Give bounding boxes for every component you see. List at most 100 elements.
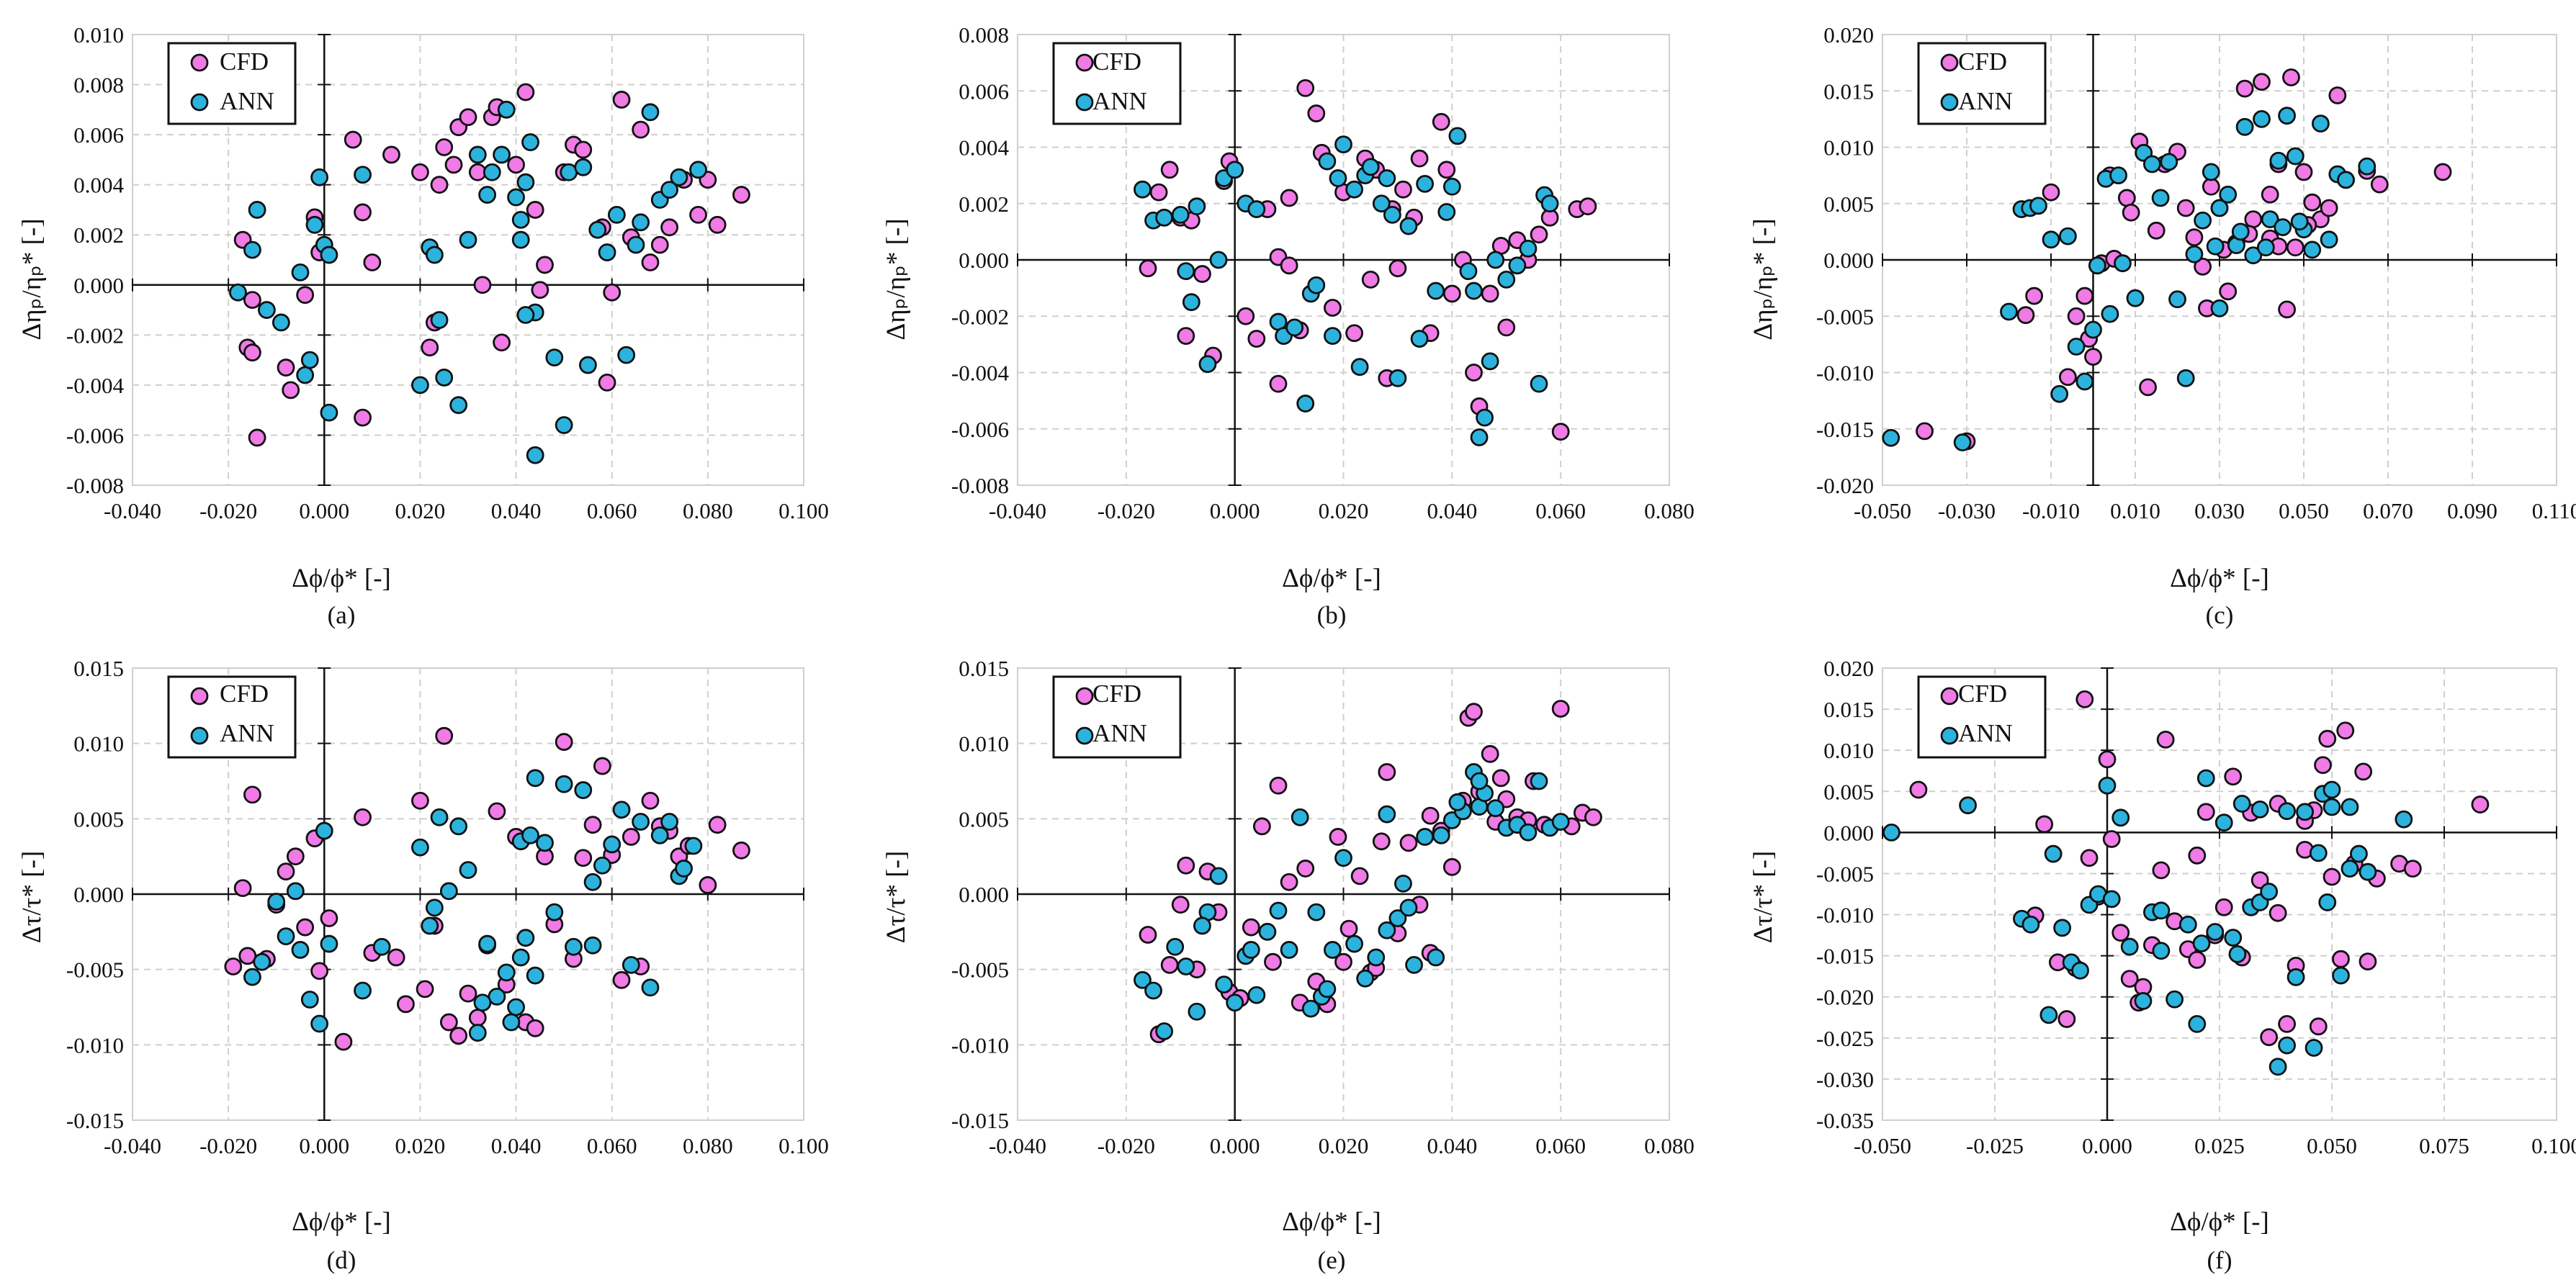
panel-b-cfd-point [1551, 423, 1570, 441]
panel-e-ann-point [1280, 941, 1298, 959]
panel-a-cfd-point [411, 163, 429, 181]
panel-a-legend-ann-marker [190, 93, 209, 112]
panel-a-x-tick-label: 0.040 [491, 498, 542, 523]
panel-d-x-tick-label: -0.040 [104, 1133, 161, 1158]
panel-a-ann-point [483, 163, 501, 181]
panel-d-cfd-point [593, 757, 611, 775]
panel-a-cfd-point [444, 156, 463, 174]
panel-c-ann-point [2067, 338, 2086, 356]
panel-b-cfd-point [1394, 180, 1412, 199]
panel-f-x-tick-label: 0.050 [2307, 1133, 2357, 1158]
panel-f-ann-point [2268, 1058, 2287, 1076]
panel-b-cfd-point [1296, 78, 1315, 97]
panel-d-legend-cfd-label: CFD [220, 680, 269, 708]
panel-c-ann-point [2269, 151, 2288, 170]
panel-b-x-tick-label: -0.040 [989, 498, 1046, 523]
panel-a-ann-point [449, 396, 468, 415]
panel-b-cfd-point [1437, 161, 1456, 179]
panel-c-plot: -0.050 -0.030 -0.010 0.010 0.030 0.050 0.070 0.… [1816, 22, 2576, 523]
panel-b-ann-point [1171, 205, 1190, 224]
panel-d-y-tick-label: -0.010 [66, 1032, 124, 1058]
panel-a-cfd-point [248, 428, 266, 447]
panel-b-ann-point [1399, 217, 1418, 235]
panel-e-ann-point [1209, 867, 1228, 885]
panel-b-cfd-point [1345, 324, 1363, 343]
panel-b-ann-point [1345, 180, 1363, 199]
panel-a-ann-point [459, 230, 477, 249]
panel-c-cfd-point [2370, 175, 2389, 194]
panel-c-ann-point [2084, 320, 2102, 339]
panel-e-cfd-point [1334, 952, 1352, 971]
panel-a-cfd-point [641, 253, 660, 271]
panel-d-caption: (d) [327, 1246, 356, 1274]
panel-b-ann-point [1470, 428, 1489, 446]
panel-e-ann-point [1427, 948, 1445, 967]
panel-e-cfd-point [1171, 896, 1190, 914]
panel-f-legend-cfd-label: CFD [1958, 680, 2007, 708]
panel-f-ann-point [2206, 923, 2225, 941]
panel-f-cfd-point [2314, 756, 2332, 775]
panel-e-cfd-point [1399, 834, 1418, 852]
panel-e-cfd-point [1296, 860, 1315, 878]
panel-e-cfd-point [1160, 955, 1179, 974]
panel-d-ann-point [502, 1013, 521, 1032]
panel-d: -0.040 -0.020 0.000 0.020 0.040 0.060 0.080 0.1… [17, 656, 829, 1274]
panel-a-y-tick-label: 0.006 [73, 122, 124, 148]
panel-a-ann-point [435, 369, 454, 387]
panel-b-ann-point [1350, 358, 1369, 377]
panel-d-ann-point [291, 941, 310, 959]
panel-c-cfd-point [2058, 368, 2077, 387]
panel-e-legend-box [1052, 675, 1182, 759]
panel-a-ann-point [641, 103, 660, 122]
panel-f-ann-point [2323, 780, 2341, 799]
panel-c-cfd-point [2194, 257, 2212, 276]
panel-c-ann-point [2235, 117, 2254, 136]
panel-a-legend-ann-label: ANN [220, 87, 274, 115]
panel-f-ann-point [2166, 990, 2184, 1009]
panel-b-cfd-point [1139, 259, 1157, 278]
panel-b-ann-point [1334, 135, 1352, 153]
panel-f-ann-point [2224, 929, 2243, 947]
panel-b-cfd-point [1149, 183, 1168, 202]
panel-a-ann-point [660, 181, 678, 199]
panel-b-ylabel: Δηₚ/ηₚ* [-] [881, 218, 911, 340]
panel-f-cfd-point [2471, 796, 2490, 813]
panel-a-ann-point [627, 235, 645, 254]
panel-a-ylabel: Δηₚ/ηₚ* [-] [17, 218, 47, 340]
panel-b-cfd-point [1410, 149, 1429, 168]
panel-d-cfd-point [320, 909, 338, 927]
panel-f-cfd-point [2196, 803, 2215, 821]
panel-d-legend-box [167, 675, 297, 759]
panel-a-legend-cfd-label: CFD [220, 48, 269, 76]
panel-f-ann-point [2098, 776, 2117, 795]
panel-c-cfd-point [2117, 189, 2136, 207]
panel-f-ann-point [2286, 968, 2305, 986]
panel-b-ann-point [1388, 369, 1407, 387]
panel-b-ann-point [1416, 174, 1435, 193]
panel-f-y-tick-label: -0.010 [1816, 903, 1874, 928]
panel-e-ann-point [1367, 948, 1386, 967]
panel-f-legend-ann-label: ANN [1958, 719, 2013, 747]
panel-d-cfd-point [732, 841, 750, 860]
panel-b-ann-point [1486, 251, 1505, 269]
panel-e-ann-point [1242, 941, 1260, 959]
panel-a-ann-point [300, 351, 319, 369]
panel-d-ann-point [320, 934, 338, 953]
panel-e-ann-point [1166, 937, 1185, 956]
panel-c-ann-point [2000, 302, 2018, 321]
panel-a-ann-point [291, 263, 310, 281]
panel-a-ann-point [579, 356, 597, 374]
panel-f-ann-point [2178, 915, 2197, 934]
panel-b-ann-point [1198, 355, 1217, 374]
panel-b-cfd-point [1247, 330, 1266, 348]
panel-d-cfd-point [296, 918, 315, 937]
panel-d-ann-point [603, 835, 621, 854]
panel-e-cfd-point [1421, 806, 1440, 825]
panel-f-cfd-point [2188, 846, 2207, 865]
panel-d-x-tick-label: 0.060 [587, 1133, 637, 1158]
panel-a-ann-point [521, 133, 539, 151]
panel-a-legend-box [167, 42, 297, 125]
panel-f-x-tick-label: 0.025 [2194, 1133, 2245, 1158]
panel-f-ann-point [2309, 844, 2328, 862]
panel-f-cfd-point [2102, 830, 2121, 848]
